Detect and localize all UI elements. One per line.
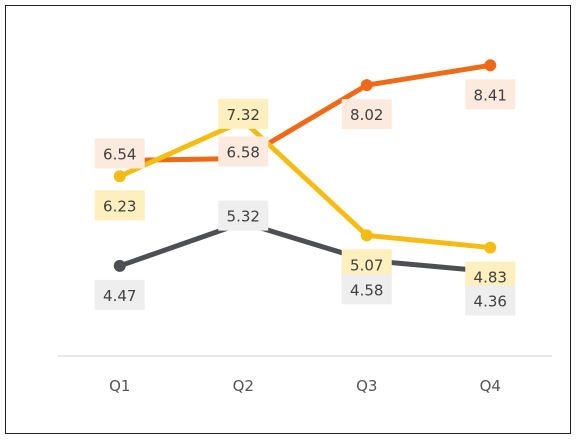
- data-label: 4.58: [350, 281, 383, 299]
- data-label: 6.58: [227, 143, 260, 161]
- series-point: [484, 59, 497, 72]
- data-label-bg: [94, 138, 145, 169]
- series-lines: [117, 62, 493, 274]
- series-point: [113, 170, 126, 183]
- x-tick-label: Q1: [109, 377, 130, 395]
- series-point: [113, 259, 126, 272]
- data-label: 8.02: [350, 106, 383, 124]
- data-label: 4.83: [474, 269, 507, 287]
- data-label: 8.41: [474, 86, 507, 104]
- data-label-bg: [465, 285, 516, 316]
- data-label-bg: [94, 190, 145, 221]
- series-point: [360, 79, 373, 92]
- data-labels: 6.54 6.58 8.02 8.41 6.23 7.32 5.07 4.83 4.47 5.32…: [94, 79, 516, 316]
- data-label: 5.07: [350, 256, 383, 274]
- x-tick-label: Q4: [480, 377, 501, 395]
- data-label: 4.36: [474, 292, 507, 310]
- series-line: [117, 62, 493, 164]
- data-label-bg: [465, 79, 516, 110]
- data-label: 6.54: [103, 146, 136, 164]
- series-line: [117, 220, 493, 274]
- data-label-bg: [218, 98, 269, 129]
- data-label-bg: [218, 136, 269, 167]
- x-tick-label: Q2: [233, 377, 254, 395]
- data-label: 6.23: [103, 197, 136, 215]
- data-label-bg: [341, 274, 392, 305]
- series-line: [117, 118, 493, 251]
- chart-border: [5, 5, 571, 434]
- series-point: [484, 241, 497, 254]
- data-label: 7.32: [227, 106, 260, 124]
- data-label-bg: [94, 279, 145, 310]
- x-tick-label: Q3: [356, 377, 377, 395]
- data-label-bg: [218, 200, 269, 231]
- data-label-bg: [341, 99, 392, 130]
- x-tick-labels: Q1 Q2 Q3 Q4: [109, 377, 501, 395]
- series-point: [360, 229, 373, 242]
- data-label: 5.32: [227, 208, 260, 226]
- data-label: 4.47: [103, 287, 136, 305]
